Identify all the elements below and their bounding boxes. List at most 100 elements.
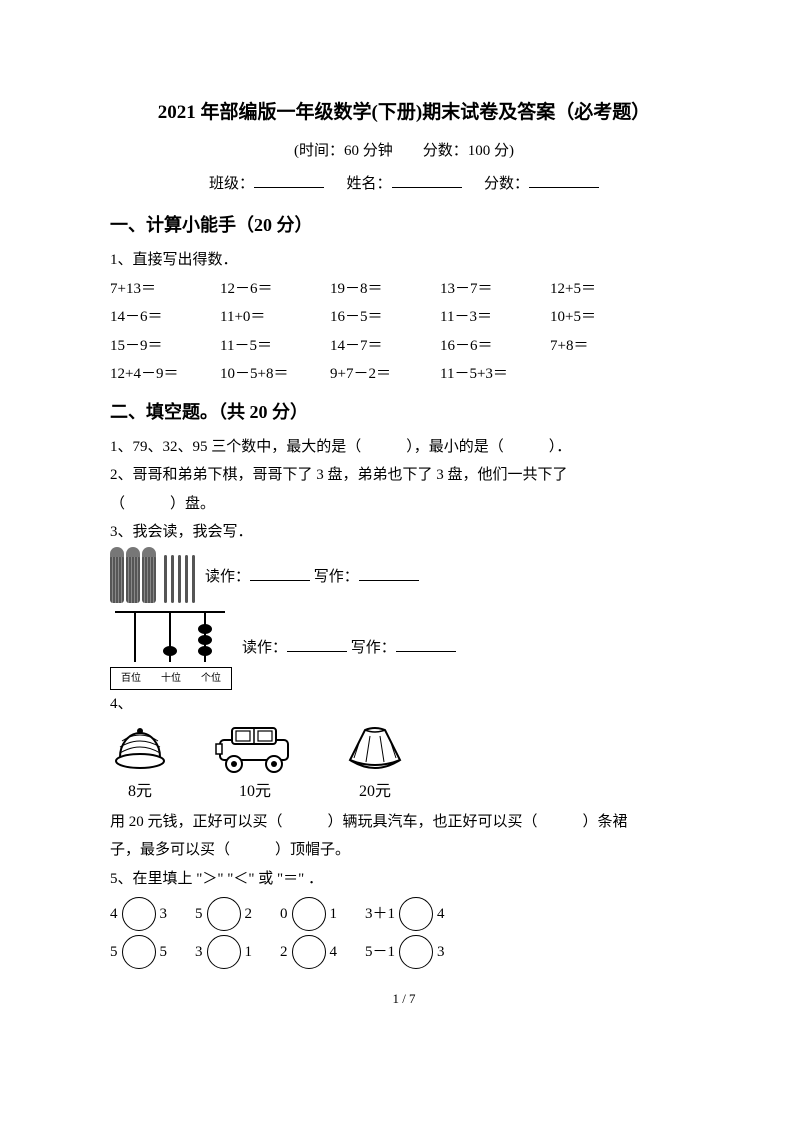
score-blank[interactable] [529,172,599,188]
page-footer: 1 / 7 [110,987,698,1012]
eq: 12+4－9＝ [110,360,220,389]
eq: 11+0＝ [220,303,330,332]
cmp-r: 3 [437,938,445,967]
eq: 14－6＝ [110,303,220,332]
score-label: 分数： [484,176,529,192]
write-blank[interactable] [396,636,456,652]
cmp-r: 3 [160,900,168,929]
s2-q5-label: 5、在里填上 "＞" "＜" 或 "＝" ． [110,865,698,894]
abacus-label: 百位 [121,669,141,688]
eq: 11－3＝ [440,303,550,332]
compare-blank[interactable] [292,897,326,931]
name-label: 姓名： [346,176,391,192]
bundles-icon [110,551,195,603]
cmp-l: 4 [110,900,118,929]
eq: 14－7＝ [330,332,440,361]
skirt-item: 20元 [340,722,410,807]
s2-q4-line2: 子，最多可以买（ ）顶帽子。 [110,836,698,865]
cmp-l: 5 [110,938,118,967]
eq: 11－5＝ [220,332,330,361]
eq: 7+13＝ [110,275,220,304]
q3-bundles-row: 读作： 写作： [110,551,698,603]
eq: 16－6＝ [440,332,550,361]
compare-row-2: 5 5 3 1 2 4 5－1 3 [110,935,698,969]
abacus-icon: 百位 十位 个位 [110,607,230,690]
compare-blank[interactable] [399,935,433,969]
hat-item: 8元 [110,727,170,807]
s2-q4-label: 4、 [110,690,698,719]
eq: 12－6＝ [220,275,330,304]
eq-row-2: 15－9＝ 11－5＝ 14－7＝ 16－6＝ 7+8＝ [110,332,698,361]
s2-q2b: （ ）盘。 [110,490,698,519]
q3-abacus-row: 百位 十位 个位 读作： 写作： [110,607,698,690]
eq-row-3: 12+4－9＝ 10－5+8＝ 9+7－2＝ 11－5+3＝ [110,360,698,389]
compare-blank[interactable] [292,935,326,969]
cmp-l: 0 [280,900,288,929]
write-blank[interactable] [359,565,419,581]
name-blank[interactable] [392,172,462,188]
q3-abacus-read-write: 读作： 写作： [242,634,456,663]
write-label: 写作： [314,569,359,585]
eq: 11－5+3＝ [440,360,550,389]
eq: 19－8＝ [330,275,440,304]
doc-subtitle: (时间：60 分钟 分数：100 分) [110,137,698,166]
eq: 15－9＝ [110,332,220,361]
compare-blank[interactable] [122,897,156,931]
car-icon [210,722,300,777]
abacus-label: 个位 [201,669,221,688]
class-label: 班级： [209,176,254,192]
q3-read-write: 读作： 写作： [205,563,419,592]
compare-blank[interactable] [207,897,241,931]
class-blank[interactable] [254,172,324,188]
eq [550,360,660,389]
eq-row-0: 7+13＝ 12－6＝ 19－8＝ 13－7＝ 12+5＝ [110,275,698,304]
read-blank[interactable] [287,636,347,652]
cmp-l: 3 [195,938,203,967]
cmp-l: 5－1 [365,938,395,967]
cmp-r: 1 [245,938,253,967]
eq: 9+7－2＝ [330,360,440,389]
cmp-r: 4 [437,900,445,929]
compare-blank[interactable] [122,935,156,969]
s2-q3-label: 3、我会读，我会写． [110,518,698,547]
s2-q2a: 2、哥哥和弟弟下棋，哥哥下了 3 盘，弟弟也下了 3 盘，他们一共下了 [110,461,698,490]
cmp-r: 1 [330,900,338,929]
cmp-r: 4 [330,938,338,967]
write-label: 写作： [351,640,396,656]
cmp-r: 5 [160,938,168,967]
skirt-price: 20元 [340,777,410,807]
doc-title: 2021 年部编版一年级数学(下册)期末试卷及答案（必考题） [110,95,698,131]
cmp-l: 3＋1 [365,900,395,929]
eq: 10－5+8＝ [220,360,330,389]
eq: 10+5＝ [550,303,660,332]
info-line: 班级： 姓名： 分数： [110,170,698,199]
items-row: 8元 10元 [110,722,698,807]
compare-blank[interactable] [207,935,241,969]
cmp-l: 5 [195,900,203,929]
eq-row-1: 14－6＝ 11+0＝ 16－5＝ 11－3＝ 10+5＝ [110,303,698,332]
hat-price: 8元 [110,777,170,807]
read-blank[interactable] [250,565,310,581]
eq: 16－5＝ [330,303,440,332]
s2-q4-line1: 用 20 元钱，正好可以买（ ）辆玩具汽车，也正好可以买（ ）条裙 [110,808,698,837]
hat-icon [110,727,170,777]
section2-heading: 二、填空题。（共 20 分） [110,395,698,429]
section1-heading: 一、计算小能手（20 分） [110,208,698,242]
compare-row-1: 4 3 5 2 0 1 3＋1 4 [110,897,698,931]
compare-blank[interactable] [399,897,433,931]
cmp-r: 2 [245,900,253,929]
car-price: 10元 [210,777,300,807]
read-label: 读作： [242,640,287,656]
eq: 13－7＝ [440,275,550,304]
page: 2021 年部编版一年级数学(下册)期末试卷及答案（必考题） (时间：60 分钟… [0,0,793,1042]
eq: 12+5＝ [550,275,660,304]
abacus-labels: 百位 十位 个位 [110,667,232,690]
q1-label: 1、直接写出得数． [110,246,698,275]
abacus-label: 十位 [161,669,181,688]
skirt-icon [340,722,410,777]
read-label: 读作： [205,569,250,585]
cmp-l: 2 [280,938,288,967]
s2-q1: 1、79、32、95 三个数中，最大的是（ ），最小的是（ ）． [110,433,698,462]
eq: 7+8＝ [550,332,660,361]
car-item: 10元 [210,722,300,807]
